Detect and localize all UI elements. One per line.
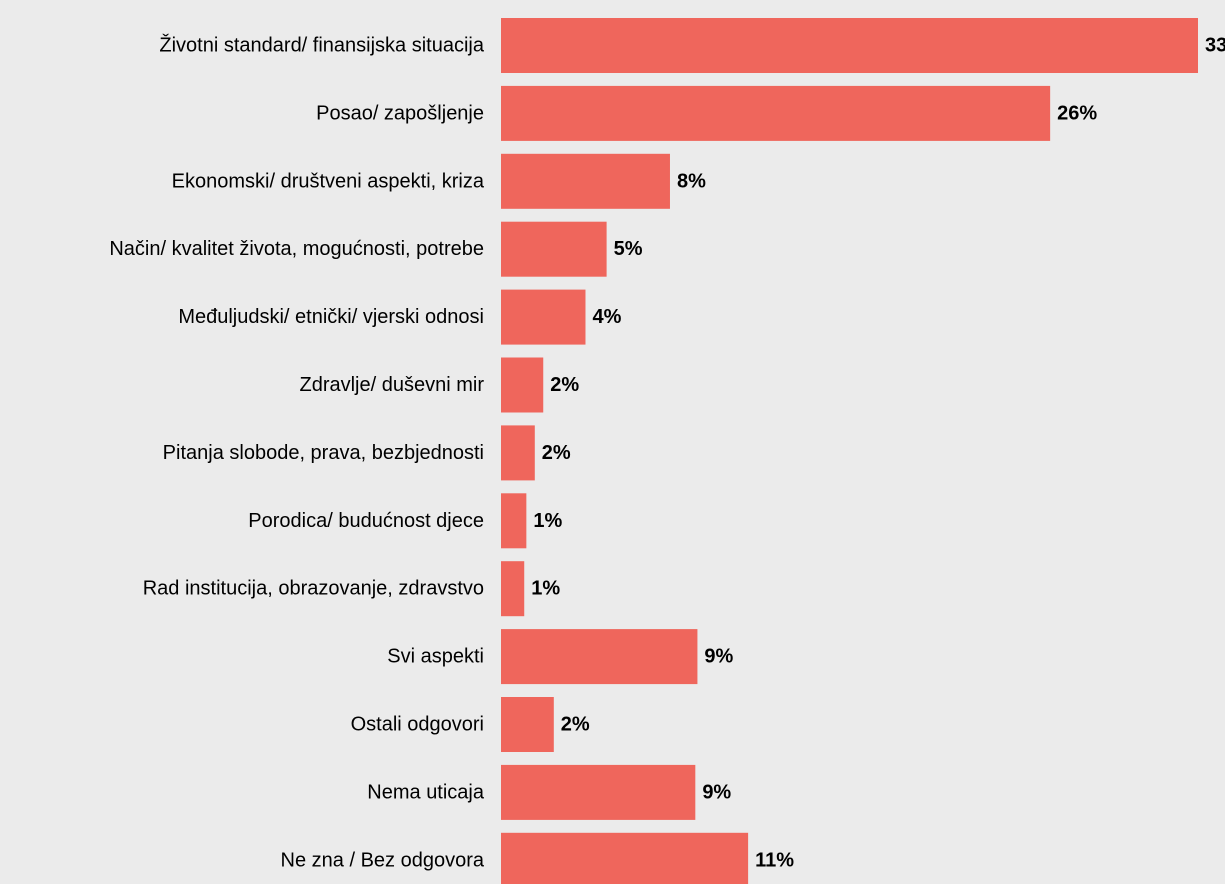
bar [501, 764, 696, 820]
category-label: Posao/ zapošljenje [316, 102, 484, 124]
data-label: 1% [533, 510, 562, 532]
category-label: Način/ kvalitet života, mogućnosti, potr… [109, 238, 484, 260]
category-label: Ostali odgovori [351, 714, 484, 736]
bar [501, 221, 607, 277]
data-label: 4% [592, 306, 621, 328]
data-label: 9% [704, 646, 733, 668]
category-label: Međuljudski/ etnički/ vjerski odnosi [178, 306, 484, 328]
category-label: Nema uticaja [367, 781, 485, 803]
bar [501, 629, 698, 685]
bar [501, 85, 1051, 141]
category-label: Pitanja slobode, prava, bezbjednosti [163, 442, 484, 464]
data-label: 5% [614, 238, 643, 260]
bar [501, 153, 670, 209]
bar [501, 832, 749, 884]
category-label: Rad institucija, obrazovanje, zdravstvo [143, 578, 484, 600]
category-label: Ne zna / Bez odgovora [281, 849, 485, 871]
category-label: Porodica/ budućnost djece [248, 510, 484, 532]
bar [501, 18, 1198, 73]
category-label: Zdravlje/ duševni mir [299, 374, 484, 396]
bar [501, 697, 554, 752]
data-label: 2% [550, 374, 579, 396]
data-label: 2% [542, 442, 571, 464]
data-label: 9% [702, 781, 731, 803]
bar [501, 493, 527, 549]
category-label: Životni standard/ finansijska situacija [159, 34, 484, 57]
bar [501, 289, 586, 345]
data-label: 26% [1057, 102, 1097, 124]
bar [501, 425, 535, 481]
data-label: 8% [677, 170, 706, 192]
category-label: Ekonomski/ društveni aspekti, kriza [172, 170, 485, 192]
category-label: Svi aspekti [387, 646, 484, 668]
bar-group: Životni standard/ finansijska situacija 3… [109, 18, 1225, 884]
data-label: 11% [755, 849, 794, 871]
data-label: 33% [1205, 35, 1225, 57]
data-label: 2% [561, 714, 590, 736]
bar [501, 357, 544, 413]
data-label: 1% [531, 578, 560, 600]
bar [501, 561, 525, 617]
